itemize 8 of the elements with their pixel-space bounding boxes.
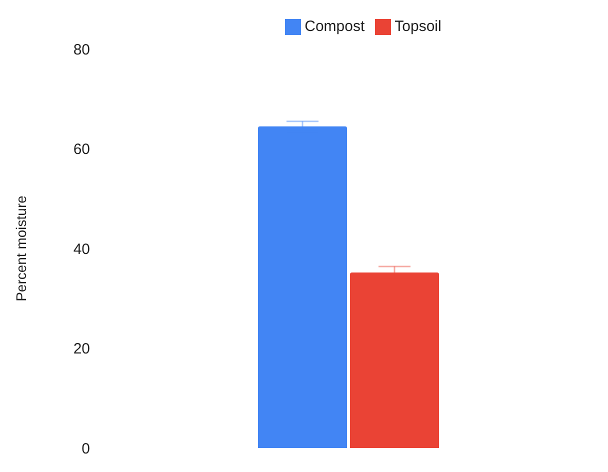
y-tick-label: 20 (73, 340, 90, 358)
y-tick-label: 80 (73, 41, 90, 58)
legend-label: Compost (304, 18, 365, 35)
y-axis-title: Percent moisture (12, 195, 29, 302)
legend-label: Topsoil (394, 18, 442, 35)
y-tick-label: 60 (73, 141, 90, 158)
y-tick-label: 40 (73, 240, 90, 258)
y-tick-label: 0 (82, 440, 90, 458)
